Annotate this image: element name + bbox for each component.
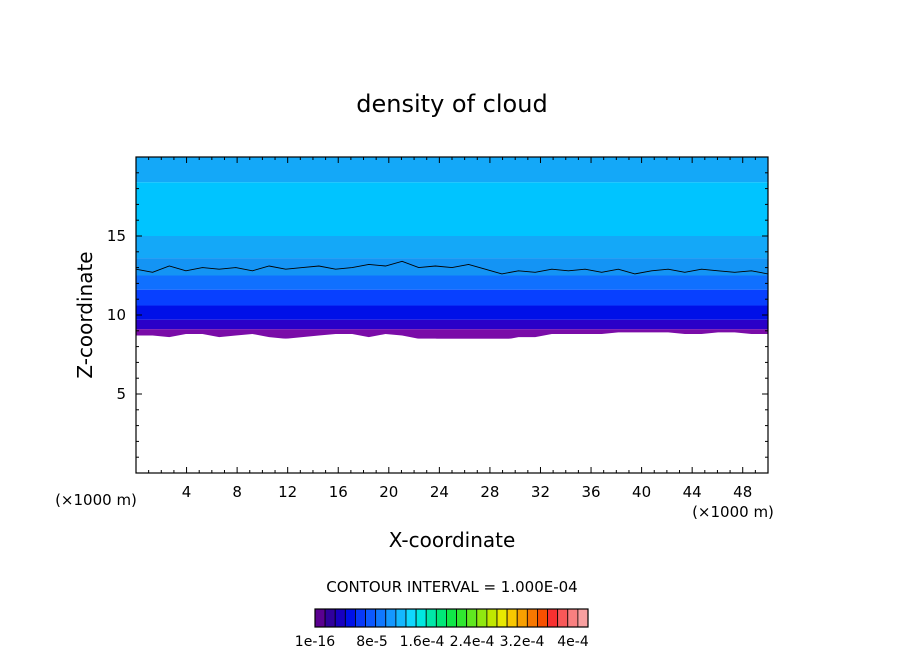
x-tick-label: 20 bbox=[379, 483, 398, 501]
colorbar-swatch bbox=[395, 608, 407, 628]
x-tick-label: 24 bbox=[430, 483, 449, 501]
x-tick-label: 8 bbox=[232, 483, 242, 501]
colorbar-swatch bbox=[466, 608, 478, 628]
colorbar-swatch bbox=[537, 608, 548, 628]
colorbar-swatch bbox=[344, 608, 356, 628]
x-tick-label: 16 bbox=[329, 483, 348, 501]
x-axis-ticks: 4 8 12 16 20 24 28 32 36 40 44 48 bbox=[148, 157, 756, 501]
colorbar-swatch bbox=[557, 608, 569, 628]
colorbar bbox=[314, 608, 589, 628]
colorbar-tick-label: 4e-4 bbox=[557, 634, 589, 650]
colorbar-swatch bbox=[567, 608, 579, 628]
contour-line bbox=[136, 260, 768, 275]
colorbar-swatch bbox=[496, 608, 508, 628]
colorbar-swatch bbox=[415, 608, 427, 628]
colorbar-swatch bbox=[476, 608, 488, 628]
x-axis-label: X-coordinate bbox=[389, 528, 516, 552]
cloud-base-edge bbox=[136, 332, 768, 473]
x-tick-label: 44 bbox=[683, 483, 702, 501]
colorbar-tick-label: 1e-16 bbox=[295, 634, 335, 650]
density-band-2 bbox=[136, 236, 768, 259]
x-tick-label: 4 bbox=[182, 483, 192, 501]
chart-title: density of cloud bbox=[356, 90, 547, 118]
colorbar-swatch bbox=[577, 608, 589, 628]
colorbar-tick-label: 8e-5 bbox=[356, 634, 387, 650]
colorbar-swatch bbox=[516, 608, 528, 628]
colorbar-swatch bbox=[435, 608, 447, 628]
y-tick-label: 5 bbox=[116, 385, 126, 403]
density-band-0 bbox=[136, 157, 768, 183]
colorbar-tick-label: 2.4e-4 bbox=[450, 634, 495, 650]
x-tick-label: 48 bbox=[733, 483, 752, 501]
contour-lines bbox=[136, 260, 768, 275]
colorbar-swatch bbox=[506, 608, 518, 628]
colorbar-tick-label: 3.2e-4 bbox=[500, 634, 545, 650]
density-band-6 bbox=[136, 305, 768, 320]
x-tick-label: 32 bbox=[531, 483, 550, 501]
x-tick-label: 12 bbox=[278, 483, 297, 501]
x-tick-label: 28 bbox=[480, 483, 499, 501]
y-axis-ticks: 5 10 15 bbox=[107, 172, 768, 458]
colorbar-labels: 1e-16 8e-5 1.6e-4 2.4e-4 3.2e-4 4e-4 bbox=[295, 634, 589, 650]
colorbar-swatch bbox=[425, 608, 437, 628]
density-band-5 bbox=[136, 289, 768, 306]
colorbar-swatch bbox=[314, 608, 326, 628]
density-band-1 bbox=[136, 182, 768, 236]
colorbar-swatch bbox=[365, 608, 377, 628]
colorbar-swatch bbox=[526, 608, 538, 628]
colorbar-swatch bbox=[446, 608, 457, 628]
y-tick-label: 15 bbox=[107, 227, 126, 245]
density-band-8 bbox=[136, 329, 768, 339]
colorbar-swatch bbox=[486, 608, 498, 628]
density-band-7 bbox=[136, 319, 768, 330]
density-band-4 bbox=[136, 275, 768, 290]
x-unit-right: (×1000 m) bbox=[692, 503, 774, 521]
colorbar-tick-label: 1.6e-4 bbox=[400, 634, 445, 650]
colorbar-swatch bbox=[324, 608, 336, 628]
colorbar-swatch bbox=[405, 608, 417, 628]
y-tick-label: 10 bbox=[107, 306, 126, 324]
colorbar-swatch bbox=[547, 608, 559, 628]
colorbar-swatch bbox=[355, 608, 366, 628]
density-field bbox=[136, 157, 768, 473]
contour-interval-text: CONTOUR INTERVAL = 1.000E-04 bbox=[326, 578, 577, 596]
colorbar-swatch bbox=[456, 608, 468, 628]
colorbar-swatch bbox=[334, 608, 346, 628]
colorbar-swatch bbox=[385, 608, 397, 628]
colorbar-swatch bbox=[375, 608, 387, 628]
density-band-3 bbox=[136, 258, 768, 276]
x-unit-left: (×1000 m) bbox=[55, 491, 137, 509]
colorbar-frame bbox=[314, 608, 589, 628]
y-axis-label: Z-coordinate bbox=[73, 251, 97, 378]
x-tick-label: 36 bbox=[581, 483, 600, 501]
x-tick-label: 40 bbox=[632, 483, 651, 501]
